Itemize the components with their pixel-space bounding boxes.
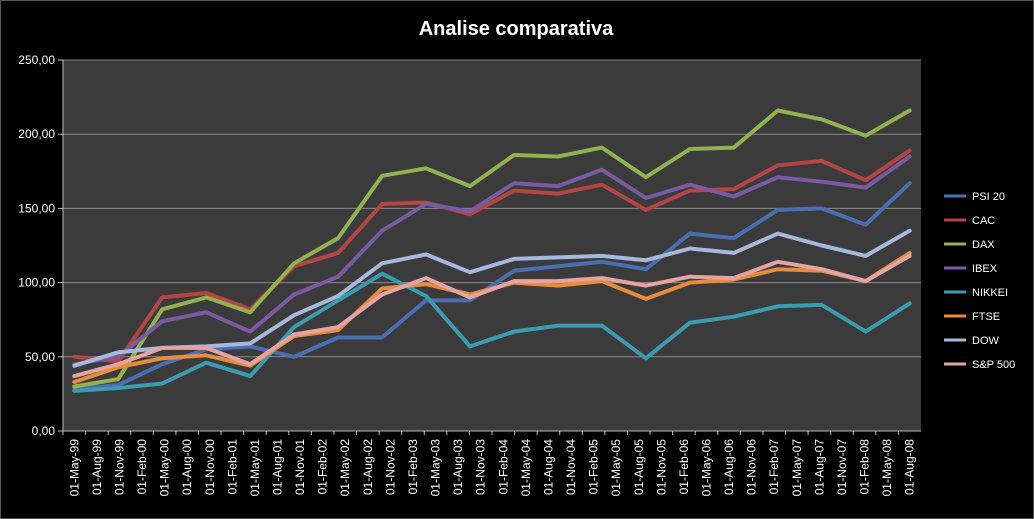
x-tick-label: 01-Feb-03 — [406, 439, 420, 495]
x-tick-label: 01-Aug-04 — [541, 439, 555, 495]
x-tick-label: 01-May-02 — [338, 439, 352, 497]
y-tick-label: 200,00 — [18, 127, 55, 141]
x-tick-label: 01-Nov-99 — [112, 439, 126, 495]
legend-label: FTSE — [972, 311, 1000, 323]
x-tick-label: 01-Feb-01 — [225, 439, 239, 495]
x-tick-label: 01-Aug-08 — [903, 439, 917, 495]
x-tick-label: 01-Feb-06 — [677, 439, 691, 495]
chart-title: Analise comparativa — [419, 18, 614, 40]
x-tick-label: 01-Aug-99 — [90, 439, 104, 495]
x-tick-label: 01-May-08 — [880, 439, 894, 497]
x-tick-label: 01-Aug-07 — [812, 439, 826, 495]
x-tick-label: 01-Feb-07 — [767, 439, 781, 495]
x-tick-label: 01-Nov-03 — [474, 439, 488, 495]
x-tick-label: 01-May-07 — [790, 439, 804, 497]
x-tick-label: 01-May-05 — [609, 439, 623, 497]
x-tick-label: 01-Aug-03 — [451, 439, 465, 495]
x-tick-label: 01-Aug-01 — [271, 439, 285, 495]
legend-label: CAC — [972, 215, 995, 227]
series-line-s-p-500 — [72, 253, 912, 379]
y-tick-label: 50,00 — [25, 350, 55, 364]
x-tick-label: 01-Aug-05 — [632, 439, 646, 495]
x-tick-label: 01-Nov-00 — [203, 439, 217, 495]
x-tick-label: 01-May-06 — [700, 439, 714, 497]
x-tick-label: 01-May-99 — [67, 439, 81, 497]
y-tick-label: 100,00 — [18, 276, 55, 290]
x-tick-label: 01-May-03 — [429, 439, 443, 497]
y-tick-label: 250,00 — [18, 53, 55, 67]
series-line-ibex — [72, 154, 912, 367]
series-line-dow — [72, 228, 912, 368]
y-tick-label: 150,00 — [18, 201, 55, 215]
legend-label: S&P 500 — [972, 359, 1015, 371]
series-line-nikkei — [72, 271, 912, 393]
x-tick-label: 01-Aug-00 — [180, 439, 194, 495]
x-tick-label: 01-Nov-05 — [654, 439, 668, 495]
x-tick-label: 01-Nov-07 — [835, 439, 849, 495]
x-tick-label: 01-Feb-04 — [496, 439, 510, 495]
legend-label: DOW — [972, 335, 1000, 347]
x-tick-label: 01-Feb-02 — [316, 439, 330, 495]
plot-area — [63, 60, 921, 431]
legend-label: NIKKEI — [972, 287, 1008, 299]
x-tick-label: 01-Nov-06 — [745, 439, 759, 495]
legend-label: IBEX — [972, 263, 998, 275]
legend-label: DAX — [972, 239, 995, 251]
x-tick-label: 01-Feb-08 — [858, 439, 872, 495]
x-tick-label: 01-Feb-05 — [587, 439, 601, 495]
x-tick-label: 01-May-01 — [248, 439, 262, 497]
series-line-cac — [72, 148, 912, 364]
x-tick-label: 01-Aug-02 — [361, 439, 375, 495]
x-tick-label: 01-Nov-04 — [564, 439, 578, 495]
series-line-dax — [72, 108, 912, 389]
x-tick-label: 01-Feb-00 — [135, 439, 149, 495]
x-tick-label: 01-Nov-02 — [383, 439, 397, 495]
x-tick-label: 01-Nov-01 — [293, 439, 307, 495]
legend-label: PSI 20 — [972, 191, 1005, 203]
x-tick-label: 01-May-04 — [519, 439, 533, 497]
x-tick-label: 01-May-00 — [158, 439, 172, 497]
y-tick-label: 0,00 — [32, 424, 56, 438]
x-tick-label: 01-Aug-06 — [722, 439, 736, 495]
